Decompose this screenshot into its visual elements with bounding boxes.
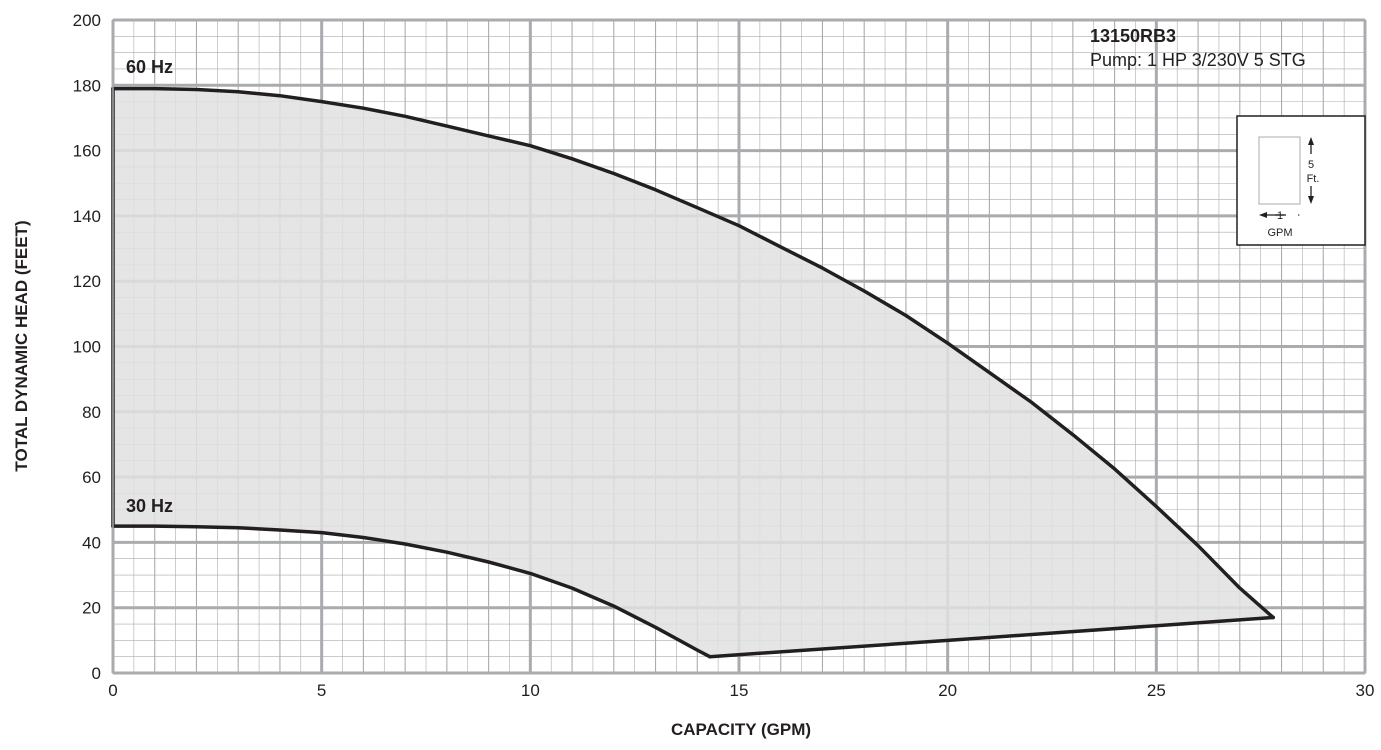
y-tick-label: 140 [73,207,101,226]
scale-horizontal-unit: GPM [1267,227,1292,239]
scale-legend-square [1258,136,1301,205]
x-tick-label: 30 [1356,681,1375,700]
operating-envelope-area [113,88,1274,657]
chart-subtitle: Pump: 1 HP 3/230V 5 STG [1090,50,1306,70]
y-axis-title: TOTAL DYNAMIC HEAD (FEET) [12,220,31,471]
curve-envelope-bottom [708,615,1275,659]
plot-border [112,19,1366,674]
y-tick-label: 160 [73,142,101,161]
x-tick-label: 15 [730,681,749,700]
scale-left-arrowhead [1259,212,1267,218]
scale-vertical-unit: Ft. [1307,173,1320,185]
y-tick-label: 200 [73,11,101,30]
y-tick-label: 60 [82,468,101,487]
y-tick-label: 20 [82,599,101,618]
scale-vertical-value: 5 [1308,159,1314,171]
x-tick-label: 20 [938,681,957,700]
x-tick-label: 10 [521,681,540,700]
y-axis-ticks: 0 20 40 60 80 100 120 140 160 180 200 [73,11,101,683]
series-label-60hz: 60 Hz [126,57,173,77]
scale-legend-frame [1236,115,1366,246]
y-tick-label: 180 [73,76,101,95]
curve-60hz [111,86,1275,620]
scale-horizontal-value: 1 [1277,210,1283,222]
x-tick-label: 25 [1147,681,1166,700]
scale-up-arrowhead [1308,137,1314,145]
y-tick-label: 0 [92,664,101,683]
x-axis-ticks: 0 5 10 15 20 25 30 [108,681,1374,700]
scale-legend: 5 Ft. 1 GPM [1236,115,1366,246]
curve-30hz [111,524,712,659]
chart-title: 13150RB3 [1090,26,1176,46]
x-tick-label: 0 [108,681,117,700]
scale-down-arrowhead [1308,196,1314,204]
x-tick-label: 5 [317,681,326,700]
y-tick-label: 120 [73,272,101,291]
series-label-30hz: 30 Hz [126,496,173,516]
y-tick-label: 80 [82,403,101,422]
y-tick-label: 40 [82,533,101,552]
scale-horizontal-value-bg [1286,207,1298,221]
x-axis-title: CAPACITY (GPM) [671,720,811,739]
y-tick-label: 100 [73,338,101,357]
